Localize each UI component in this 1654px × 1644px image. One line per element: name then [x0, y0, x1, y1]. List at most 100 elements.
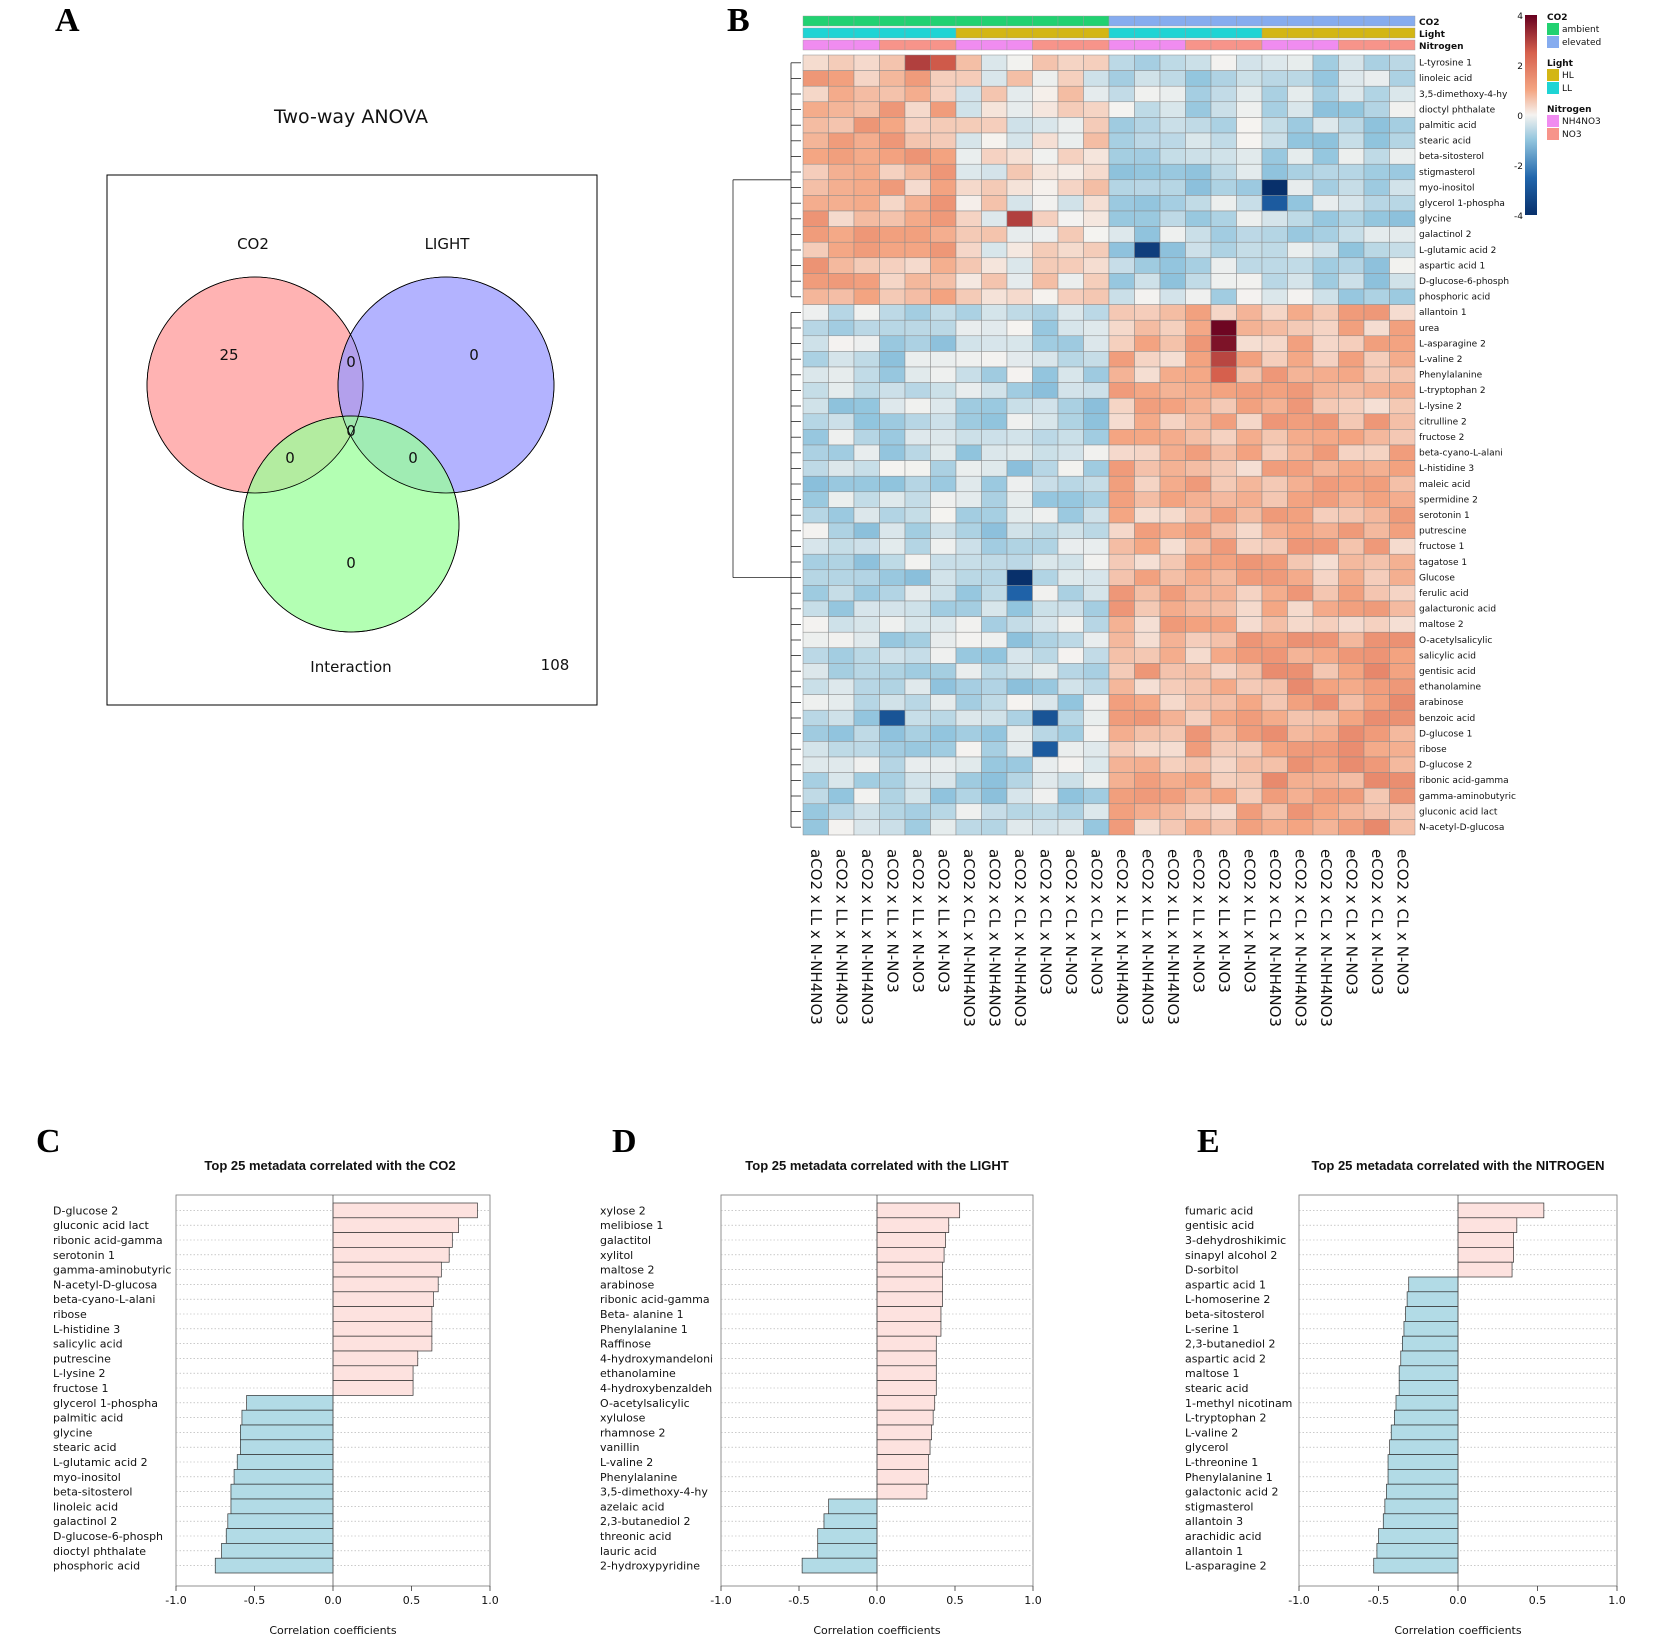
heatmap-cell: [879, 429, 906, 446]
heatmap-cell: [1312, 70, 1339, 87]
bar: [876, 1424, 932, 1441]
heatmap-cell: [1057, 741, 1084, 758]
heatmap-cell: [955, 179, 982, 196]
heatmap-cell: [1338, 366, 1365, 383]
heatmap-cell: [1389, 553, 1416, 571]
heatmap-cell: [1006, 491, 1033, 508]
legend-label: LL: [1562, 84, 1572, 94]
heatmap-cell: [853, 117, 880, 134]
bar-category-label: linoleic acid: [53, 1500, 118, 1513]
heatmap-cell: [1134, 101, 1161, 118]
heatmap-cell: [1287, 366, 1314, 383]
heatmap-cell: [1134, 429, 1161, 446]
heatmap-cell: [1057, 179, 1084, 196]
heatmap-cell: [1363, 616, 1390, 633]
heatmap-cell: [1057, 819, 1084, 836]
heatmap-cell: [904, 803, 931, 820]
heatmap-cell: [1057, 163, 1084, 181]
heatmap-cell: [1261, 366, 1288, 383]
bar-category-label: glycine: [53, 1426, 93, 1439]
heatmap-cell: [1287, 475, 1314, 493]
heatmap-cell: [955, 507, 982, 524]
heatmap-column-label: aCO2 x LL x N-NO3: [883, 849, 901, 993]
heatmap-cell: [1338, 257, 1365, 274]
heatmap-cell: [828, 709, 855, 727]
heatmap-cell: [1134, 787, 1161, 805]
bar: [1457, 1232, 1515, 1248]
heatmap-cell: [1210, 179, 1237, 196]
heatmap-cell: [1083, 803, 1110, 820]
heatmap-cell: [1108, 741, 1135, 758]
heatmap-cell: [1363, 273, 1390, 290]
heatmap-row-label: aspartic acid 1: [1419, 261, 1485, 271]
bar-category-label: D-glucose 2: [53, 1204, 118, 1217]
heatmap-cell: [1185, 241, 1212, 259]
heatmap-cell: [853, 538, 880, 555]
bar-category-label: palmitic acid: [53, 1412, 123, 1425]
heatmap-cell: [1363, 241, 1390, 259]
bar: [1378, 1528, 1459, 1544]
annotation-cell: [1006, 15, 1033, 27]
heatmap-cell: [1006, 819, 1033, 836]
heatmap-cell: [1057, 148, 1084, 165]
heatmap-row-label: gluconic acid lact: [1419, 807, 1498, 817]
heatmap-cell: [1210, 366, 1237, 383]
heatmap-cell: [1134, 475, 1161, 493]
heatmap-cell: [879, 257, 906, 274]
heatmap-cell: [1006, 319, 1033, 337]
heatmap-cell: [1389, 148, 1416, 165]
bar-category-label: beta-sitosterol: [53, 1486, 132, 1499]
heatmap-cell: [1083, 382, 1110, 399]
heatmap-cell: [1363, 756, 1390, 773]
heatmap-cell: [828, 475, 855, 493]
bar: [876, 1321, 942, 1337]
heatmap-column-label: aCO2 x CL x N-NH4NO3: [985, 849, 1003, 1027]
bar: [876, 1291, 943, 1307]
heatmap-cell: [955, 101, 982, 118]
heatmap-cell: [1134, 585, 1161, 602]
bar-category-label: galactinol 2: [53, 1515, 117, 1528]
heatmap-cell: [1287, 444, 1314, 461]
heatmap-cell: [1261, 351, 1288, 368]
heatmap-cell: [1338, 304, 1365, 321]
heatmap-column-label: eCO2 x LL x N-NO3: [1215, 849, 1233, 993]
heatmap-cell: [1108, 507, 1135, 524]
heatmap-cell: [1185, 413, 1212, 430]
heatmap-cell: [1312, 351, 1339, 368]
bar: [1457, 1202, 1545, 1219]
heatmap-cell: [1210, 288, 1237, 305]
heatmap-cell: [1363, 585, 1390, 602]
heatmap-cell: [1338, 709, 1365, 727]
bar: [332, 1321, 433, 1337]
heatmap-cell: [828, 678, 855, 695]
panel-letter-c: C: [36, 1123, 61, 1160]
heatmap-cell: [853, 585, 880, 602]
heatmap-cell: [1057, 335, 1084, 352]
annotation-cell: [955, 15, 982, 27]
heatmap-cell: [1006, 382, 1033, 399]
heatmap-column-label: eCO2 x LL x N-NH4NO3: [1113, 849, 1131, 1025]
heatmap-cell: [1236, 819, 1263, 836]
bar-category-label: myo-inositol: [53, 1471, 121, 1484]
heatmap-cell: [1108, 585, 1135, 602]
heatmap-cell: [1312, 787, 1339, 805]
heatmap-cell: [1134, 132, 1161, 149]
heatmap-cell: [1312, 725, 1339, 742]
heatmap-cell: [853, 553, 880, 571]
heatmap-cell: [1083, 553, 1110, 571]
heatmap-cell: [853, 195, 880, 212]
annotation-cell: [904, 15, 931, 27]
heatmap-cell: [904, 787, 931, 805]
heatmap-cell: [1312, 101, 1339, 118]
heatmap-cell: [802, 288, 829, 305]
heatmap-cell: [1210, 132, 1237, 149]
heatmap-cell: [1210, 756, 1237, 773]
heatmap-cell: [1108, 288, 1135, 305]
heatmap-cell: [1287, 54, 1314, 71]
heatmap-cell: [1236, 54, 1263, 71]
x-tick-label: 0.0: [868, 1594, 886, 1607]
heatmap-cell: [1236, 647, 1263, 664]
heatmap-cell: [1006, 460, 1033, 477]
heatmap-cell: [1338, 54, 1365, 71]
heatmap-cell: [853, 787, 880, 805]
